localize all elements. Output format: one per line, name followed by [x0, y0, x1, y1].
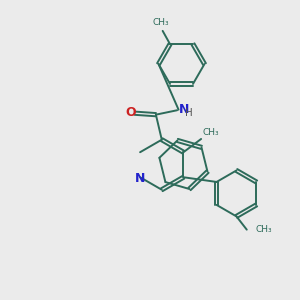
Text: CH₃: CH₃: [202, 128, 219, 136]
Text: N: N: [135, 172, 145, 185]
Text: CH₃: CH₃: [153, 18, 169, 27]
Text: N: N: [178, 103, 189, 116]
Text: O: O: [125, 106, 136, 119]
Text: CH₃: CH₃: [255, 225, 272, 234]
Text: H: H: [185, 108, 193, 118]
